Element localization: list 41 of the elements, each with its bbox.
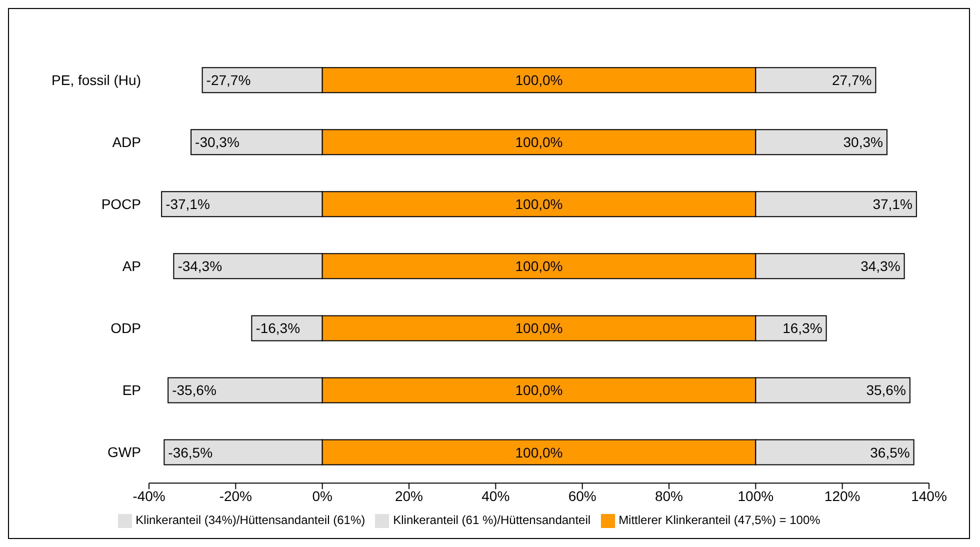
- y-tick-label: ADP: [112, 134, 141, 150]
- data-label: 30,3%: [843, 134, 883, 150]
- legend-label: Klinkeranteil (61 %)/Hüttensandanteil: [393, 513, 591, 528]
- data-label: -37,1%: [166, 196, 210, 212]
- data-label: 100,0%: [515, 444, 563, 460]
- x-tick-label: 20%: [394, 488, 424, 504]
- x-tick-label: 100%: [738, 488, 774, 504]
- y-tick-label: AP: [122, 258, 141, 274]
- y-tick-label: POCP: [101, 196, 141, 212]
- data-label: 35,6%: [866, 382, 906, 398]
- data-label: 100,0%: [515, 196, 563, 212]
- y-tick-label: PE, fossil (Hu): [52, 72, 141, 88]
- legend-label: Klinkeranteil (34%)/Hüttensandanteil (61%): [136, 513, 366, 528]
- x-tick-label: 80%: [654, 488, 684, 504]
- data-label: -35,6%: [172, 382, 216, 398]
- data-label: 27,7%: [832, 72, 872, 88]
- x-tick-label: 60%: [568, 488, 596, 504]
- data-label: 37,1%: [872, 196, 912, 212]
- data-label: 36,5%: [870, 444, 910, 460]
- data-label: 100,0%: [515, 382, 563, 398]
- x-tick-label: 140%: [911, 488, 947, 504]
- data-label: 100,0%: [515, 258, 563, 274]
- data-label: 100,0%: [515, 72, 563, 88]
- data-label: -36,5%: [168, 444, 213, 460]
- x-tick-label: -40%: [132, 488, 166, 504]
- data-label: -34,3%: [178, 258, 222, 274]
- data-label: -16,3%: [256, 320, 300, 336]
- x-tick-label: 0%: [312, 488, 332, 504]
- data-label: 16,3%: [782, 320, 822, 336]
- data-label: 100,0%: [515, 320, 563, 336]
- data-label: 34,3%: [860, 258, 900, 274]
- data-label: 100,0%: [515, 134, 563, 150]
- data-label: -27,7%: [206, 72, 251, 88]
- data-label: -30,3%: [195, 134, 240, 150]
- legend-label: Mittlerer Klinkeranteil (47,5%) = 100%: [618, 513, 820, 528]
- x-tick-label: 40%: [482, 488, 510, 504]
- x-tick-label: -20%: [219, 488, 252, 504]
- x-tick-label: 120%: [824, 488, 860, 504]
- y-tick-label: EP: [122, 382, 141, 398]
- y-tick-label: ODP: [110, 320, 141, 336]
- y-tick-label: GWP: [108, 444, 141, 460]
